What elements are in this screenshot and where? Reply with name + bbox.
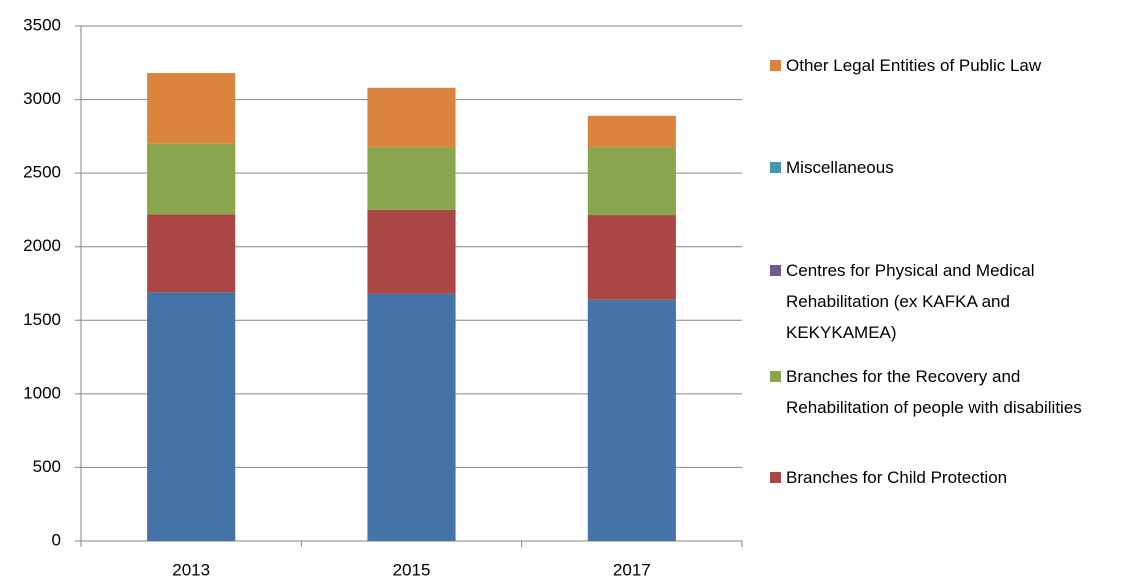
legend-label: Branches for Child Protection <box>786 468 1008 487</box>
bar-segment <box>147 73 236 144</box>
legend-swatch <box>770 371 781 382</box>
legend-item: Branches for the Recovery and Rehabilita… <box>770 361 1100 423</box>
legend-label: Branches for the Recovery and Rehabilita… <box>786 367 1082 417</box>
legend-swatch <box>770 472 781 483</box>
bar-segment <box>367 147 456 210</box>
y-tick-label: 1500 <box>23 310 61 329</box>
legend-label: Miscellaneous <box>786 158 894 177</box>
legend-item: Centres for Physical and Medical Rehabil… <box>770 255 1100 348</box>
legend-item: Branches for Child Protection <box>770 462 1100 493</box>
bar-segment <box>587 299 676 541</box>
bar-segment <box>367 87 456 148</box>
legend-swatch <box>770 265 781 276</box>
y-tick-label: 2000 <box>23 236 61 255</box>
x-tick-label: 2013 <box>172 560 210 579</box>
legend-label: Other Legal Entities of Public Law <box>786 56 1042 75</box>
bar-segment <box>367 209 456 294</box>
bar-segment <box>587 115 676 148</box>
bar-segment <box>147 143 236 215</box>
legend-swatch <box>770 60 781 71</box>
x-tick-label: 2017 <box>613 560 651 579</box>
bar-segment <box>587 147 676 216</box>
legend-swatch <box>770 162 781 173</box>
bar-segment <box>147 292 236 541</box>
y-tick-label: 1000 <box>23 383 61 402</box>
y-tick-label: 2500 <box>23 163 61 182</box>
y-tick-label: 3000 <box>23 89 61 108</box>
y-tick-label: 0 <box>52 530 61 549</box>
legend-item: Other Legal Entities of Public Law <box>770 50 1100 81</box>
legend-item: Miscellaneous <box>770 152 1100 183</box>
x-tick-label: 2015 <box>393 560 431 579</box>
bar-segment <box>147 214 236 293</box>
y-tick-label: 500 <box>33 457 61 476</box>
bar-segment <box>367 293 456 541</box>
legend-label: Centres for Physical and Medical Rehabil… <box>786 261 1035 342</box>
y-tick-label: 3500 <box>23 15 61 34</box>
bar-segment <box>587 215 676 300</box>
